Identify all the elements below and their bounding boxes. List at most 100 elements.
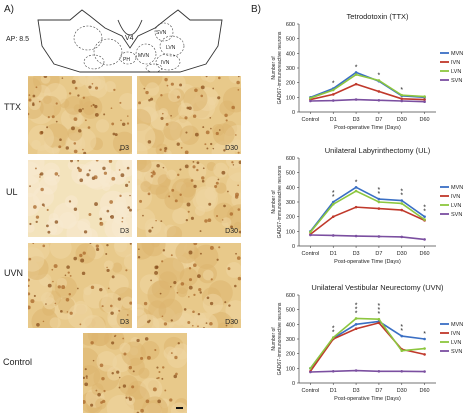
y-axis-label: Number ofGAD67-immunoreactive neurons	[271, 302, 283, 375]
x-tick-label: D3	[353, 388, 360, 394]
y-tick-label: 500	[286, 37, 295, 43]
x-tick-label: D1	[330, 251, 337, 257]
schematic-label-ph: PH	[123, 57, 130, 63]
x-tick-label: D7	[375, 251, 382, 257]
data-point-mvn	[331, 200, 335, 204]
significance-star: *	[378, 303, 381, 310]
data-point-mvn	[423, 337, 426, 341]
x-tick-label: D1	[330, 117, 337, 123]
data-point-ivn	[377, 321, 381, 325]
significance-star: *	[378, 72, 381, 79]
significance-star: *	[400, 189, 403, 196]
data-point-svn	[423, 100, 426, 104]
x-axis-label: Post-operative Time (Days)	[334, 259, 401, 265]
y-tick-label: 500	[286, 171, 295, 177]
y-tick-label: 200	[286, 352, 295, 358]
chart-svg: Tetrodotoxin (TTX) 0 100 200 300 400 500 600 Con…	[271, 12, 463, 131]
y-tick-label: 600	[286, 156, 295, 162]
data-point-lvn	[377, 200, 381, 204]
schematic-label-mvn: MVN	[138, 53, 150, 59]
data-point-lvn	[423, 95, 426, 98]
y-tick-label: 100	[286, 229, 295, 235]
micrograph-texture	[137, 76, 241, 154]
data-point-ivn	[423, 98, 426, 101]
x-axis-label: Post-operative Time (Days)	[334, 396, 401, 402]
y-tick-label: 0	[292, 110, 295, 116]
x-tick-label: D3	[353, 251, 360, 257]
significance-star: *	[423, 209, 426, 216]
chart-title: Tetrodotoxin (TTX)	[346, 12, 409, 21]
micrograph-ul-d3: D3	[28, 160, 132, 237]
data-point-lvn	[423, 218, 426, 221]
data-point-svn	[309, 99, 312, 103]
schematic-label-svn: SVN	[156, 30, 167, 36]
data-point-ivn	[331, 215, 335, 218]
legend-label-svn: SVN	[451, 212, 462, 218]
micrograph-ttx-d3: D3	[28, 76, 132, 154]
data-point-lvn	[423, 347, 426, 350]
significance-star: *	[332, 81, 335, 88]
data-point-ivn	[354, 327, 358, 331]
panel-a-letter: A)	[4, 4, 14, 15]
data-point-svn	[400, 235, 404, 239]
significance-star: *	[355, 179, 358, 186]
y-tick-label: 200	[286, 81, 295, 87]
data-point-svn	[423, 370, 426, 373]
legend-label-svn: SVN	[451, 78, 462, 84]
series-line-lvn	[309, 317, 425, 369]
data-point-mvn	[377, 197, 381, 201]
micrograph-texture	[137, 160, 241, 237]
series-line-mvn	[309, 186, 426, 232]
data-point-lvn	[331, 88, 335, 92]
significance-star: *	[378, 191, 381, 198]
chart-title: Unilateral Labyrinthectomy (UL)	[325, 146, 431, 155]
x-tick-label: D30	[397, 117, 407, 123]
legend-label-lvn: LVN	[451, 340, 461, 346]
data-point-ivn	[400, 97, 404, 101]
y-tick-label: 500	[286, 308, 295, 314]
data-point-svn	[331, 369, 335, 373]
legend-label-mvn: MVN	[451, 185, 463, 191]
significance-star: *	[332, 190, 335, 197]
series-line-svn	[310, 234, 425, 241]
y-tick-label: 600	[286, 293, 295, 299]
data-point-svn	[309, 370, 312, 374]
significance-star: *	[400, 87, 403, 94]
x-tick-label: D60	[420, 251, 430, 257]
micrograph-ul-d30: D30	[137, 160, 241, 237]
data-point-ivn	[400, 208, 404, 212]
data-point-lvn	[400, 202, 404, 205]
tile-label: D3	[120, 228, 129, 235]
series-line-mvn	[310, 71, 425, 99]
data-point-svn	[377, 235, 381, 238]
chart-uvn: Unilateral Vestibular Neurectomy (UVN) 0 1…	[253, 281, 471, 416]
significance-star: *	[400, 324, 403, 331]
y-tick-label: 300	[286, 66, 295, 72]
schematic-label-ivn: IVN	[161, 60, 170, 66]
significance-star: *	[332, 326, 335, 333]
x-tick-label: D30	[397, 251, 407, 257]
x-tick-label: D60	[420, 388, 430, 394]
significance-star: *	[378, 187, 381, 194]
chart-title: Unilateral Vestibular Neurectomy (UVN)	[311, 283, 444, 292]
x-axis-label: Post-operative Time (Days)	[334, 125, 401, 131]
data-point-ivn	[377, 90, 381, 93]
series-line-lvn	[310, 73, 425, 99]
data-point-lvn	[354, 317, 358, 320]
y-tick-label: 400	[286, 185, 295, 191]
row-label-ttx: TTX	[4, 102, 21, 112]
x-tick-label: D30	[397, 388, 407, 394]
row-label-ul: UL	[6, 187, 18, 197]
data-point-svn	[309, 233, 312, 237]
data-point-mvn	[423, 215, 426, 218]
significance-star: *	[355, 310, 358, 317]
data-point-lvn	[331, 336, 335, 339]
y-axis-label: Number ofGAD67-immunoreactive neurons	[271, 31, 283, 104]
data-point-svn	[377, 98, 381, 102]
chart-ul: Unilateral Labyrinthectomy (UL) 0 100 200 30…	[253, 144, 471, 279]
x-tick-label: D60	[420, 117, 430, 123]
data-point-svn	[400, 369, 404, 373]
legend-label-mvn: MVN	[451, 51, 463, 57]
data-point-ivn	[377, 207, 381, 210]
data-point-mvn	[400, 334, 404, 338]
